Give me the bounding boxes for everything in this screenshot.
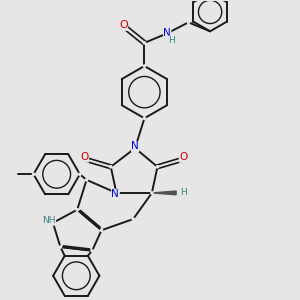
Text: O: O [179, 152, 187, 162]
Text: N: N [131, 141, 139, 151]
Text: N: N [163, 28, 171, 38]
Text: O: O [119, 20, 128, 30]
Circle shape [156, 166, 159, 168]
Text: H: H [168, 36, 175, 45]
Text: NH: NH [42, 216, 55, 225]
Circle shape [32, 173, 35, 176]
Circle shape [115, 192, 118, 194]
Circle shape [151, 192, 153, 194]
Polygon shape [152, 191, 176, 195]
Circle shape [143, 117, 146, 119]
Text: O: O [81, 152, 89, 163]
Text: H: H [168, 36, 175, 45]
Circle shape [85, 179, 88, 181]
Text: O: O [81, 152, 89, 162]
Text: N: N [131, 142, 139, 152]
Text: N: N [163, 28, 171, 38]
Text: O: O [179, 152, 187, 163]
Circle shape [91, 250, 93, 252]
Circle shape [134, 147, 136, 149]
Circle shape [110, 166, 112, 168]
Circle shape [76, 208, 78, 211]
Circle shape [143, 65, 146, 67]
Text: H: H [179, 188, 186, 197]
Circle shape [79, 173, 81, 176]
Circle shape [143, 42, 146, 44]
Text: N: N [112, 189, 119, 199]
Text: O: O [119, 21, 128, 31]
Text: NH: NH [43, 216, 56, 225]
Circle shape [187, 21, 190, 23]
Text: N: N [111, 189, 119, 200]
Circle shape [100, 229, 103, 231]
Circle shape [132, 218, 134, 220]
Circle shape [52, 222, 54, 224]
Circle shape [59, 246, 62, 248]
Text: H: H [180, 188, 187, 197]
Circle shape [166, 32, 168, 35]
